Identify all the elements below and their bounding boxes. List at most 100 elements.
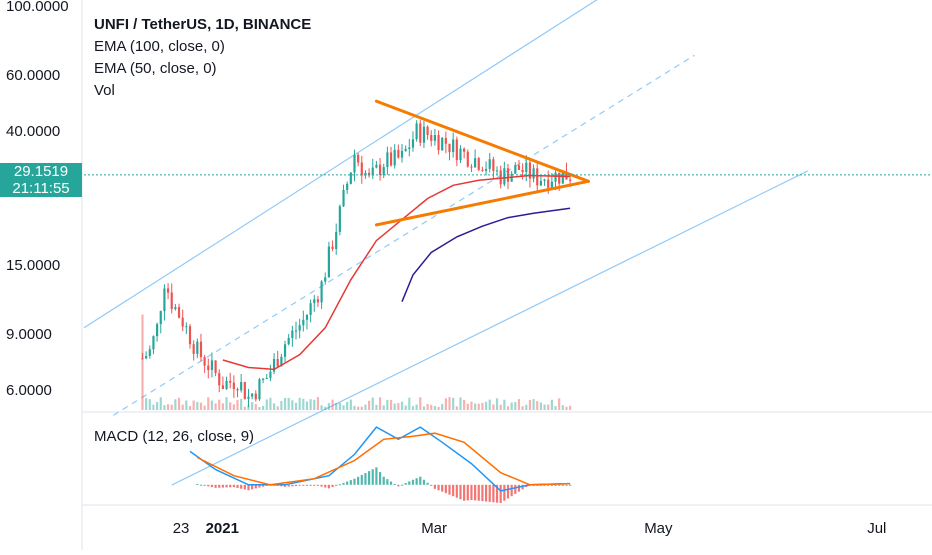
volume-bar (221, 403, 224, 410)
candle-body (481, 169, 484, 171)
candle-body (430, 135, 433, 141)
volume-bar (371, 397, 374, 410)
volume-bar (324, 406, 327, 410)
candle-body (291, 330, 294, 338)
volume-bar (225, 397, 228, 410)
candle-body (309, 303, 312, 315)
candle-body (543, 179, 546, 181)
candle-body (335, 231, 338, 250)
candle-body (470, 166, 473, 168)
volume-bar (565, 406, 568, 410)
macd-histogram-bar (474, 484, 477, 501)
volume-bar (327, 403, 330, 410)
indicator-ema-100[interactable]: EMA (100, close, 0) (94, 38, 225, 55)
macd-histogram-bar (331, 484, 334, 488)
candle-body (258, 379, 261, 400)
candle-body (503, 168, 506, 185)
candle-body (203, 357, 206, 366)
candle-body (240, 382, 243, 391)
volume-bar (470, 401, 473, 410)
macd-histogram-bar (316, 484, 320, 486)
macd-histogram-bar (218, 484, 221, 488)
macd-histogram-bar (335, 484, 338, 486)
candle-body (444, 137, 447, 144)
candle-body (569, 179, 572, 181)
volume-bar (181, 404, 184, 410)
macd-histogram-bar (309, 484, 312, 486)
volume-bar (404, 405, 407, 410)
indicator-volume[interactable]: Vol (94, 82, 115, 99)
candle-body (514, 165, 517, 174)
volume-bar (550, 399, 553, 410)
candle-body (262, 378, 265, 380)
parallel-channel[interactable] (83, 0, 808, 486)
volume-bar (357, 406, 360, 410)
volume-bar (210, 400, 214, 410)
candle-body (466, 151, 469, 167)
bar-countdown: 21:11:55 (12, 179, 70, 197)
volume-bar (448, 397, 451, 410)
volume-bar (444, 398, 447, 410)
current-price-value: 29.1519 (13, 162, 69, 180)
candle-body (459, 148, 462, 161)
macd-histogram-bar (448, 484, 451, 495)
candle-body (283, 344, 287, 357)
volume-bars (141, 314, 572, 410)
macd-histogram-bar (499, 484, 502, 504)
macd-histogram-bar (346, 481, 349, 485)
volume-bar (335, 403, 338, 410)
macd-histogram-bar (298, 484, 301, 486)
volume-bar (254, 404, 257, 410)
volume-bar (569, 405, 572, 410)
indicator-ema-50[interactable]: EMA (50, close, 0) (94, 60, 217, 77)
candle-body (499, 170, 502, 185)
volume-bar (561, 405, 564, 410)
candle-body (331, 246, 334, 250)
macd-signal-line (196, 432, 571, 486)
candle-body (236, 389, 239, 391)
volume-bar (484, 401, 488, 410)
macd-histogram-bar (565, 484, 568, 486)
macd-histogram-bar (517, 484, 521, 492)
macd-histogram-bar (397, 484, 400, 487)
symbol-title[interactable]: UNFI / TetherUS, 1D, BINANCE (94, 16, 312, 33)
candle-body (558, 172, 561, 184)
candle-body (214, 360, 217, 374)
candle-body (225, 380, 228, 390)
candle-body (474, 158, 477, 168)
volume-bar (459, 397, 462, 410)
time-tick-label: Jul (867, 520, 887, 537)
macd-histogram-bar (404, 483, 407, 485)
triangle-trendlines[interactable] (374, 99, 590, 227)
volume-bar (389, 399, 393, 410)
volume-bar (378, 397, 382, 410)
macd-histogram-bar (488, 484, 491, 502)
candle-body (327, 246, 330, 278)
volume-bar (283, 397, 287, 410)
volume-bar (145, 398, 148, 410)
volume-bar (547, 404, 550, 410)
candle-body (349, 172, 352, 184)
macd-histogram-bar (455, 484, 458, 498)
candle-body (484, 168, 488, 171)
volume-bar (375, 404, 378, 410)
candle-body (305, 314, 309, 320)
volume-bar (349, 399, 352, 410)
macd-histogram-bar (280, 484, 283, 487)
macd-histogram-bar (287, 484, 290, 487)
candle-body (353, 154, 356, 173)
volume-bar (298, 397, 301, 410)
candle-body (492, 159, 495, 171)
macd-legend[interactable]: MACD (12, 26, close, 9) (94, 428, 255, 445)
macd-histogram-bar (320, 484, 323, 487)
volume-bar (528, 400, 532, 410)
volume-bar (276, 406, 279, 410)
candle-body (229, 380, 232, 383)
macd-histogram-bar (338, 484, 341, 486)
candle-body (166, 288, 170, 293)
volume-bar (218, 399, 221, 410)
volume-bar (422, 406, 426, 410)
macd-histogram-bar (393, 483, 396, 485)
